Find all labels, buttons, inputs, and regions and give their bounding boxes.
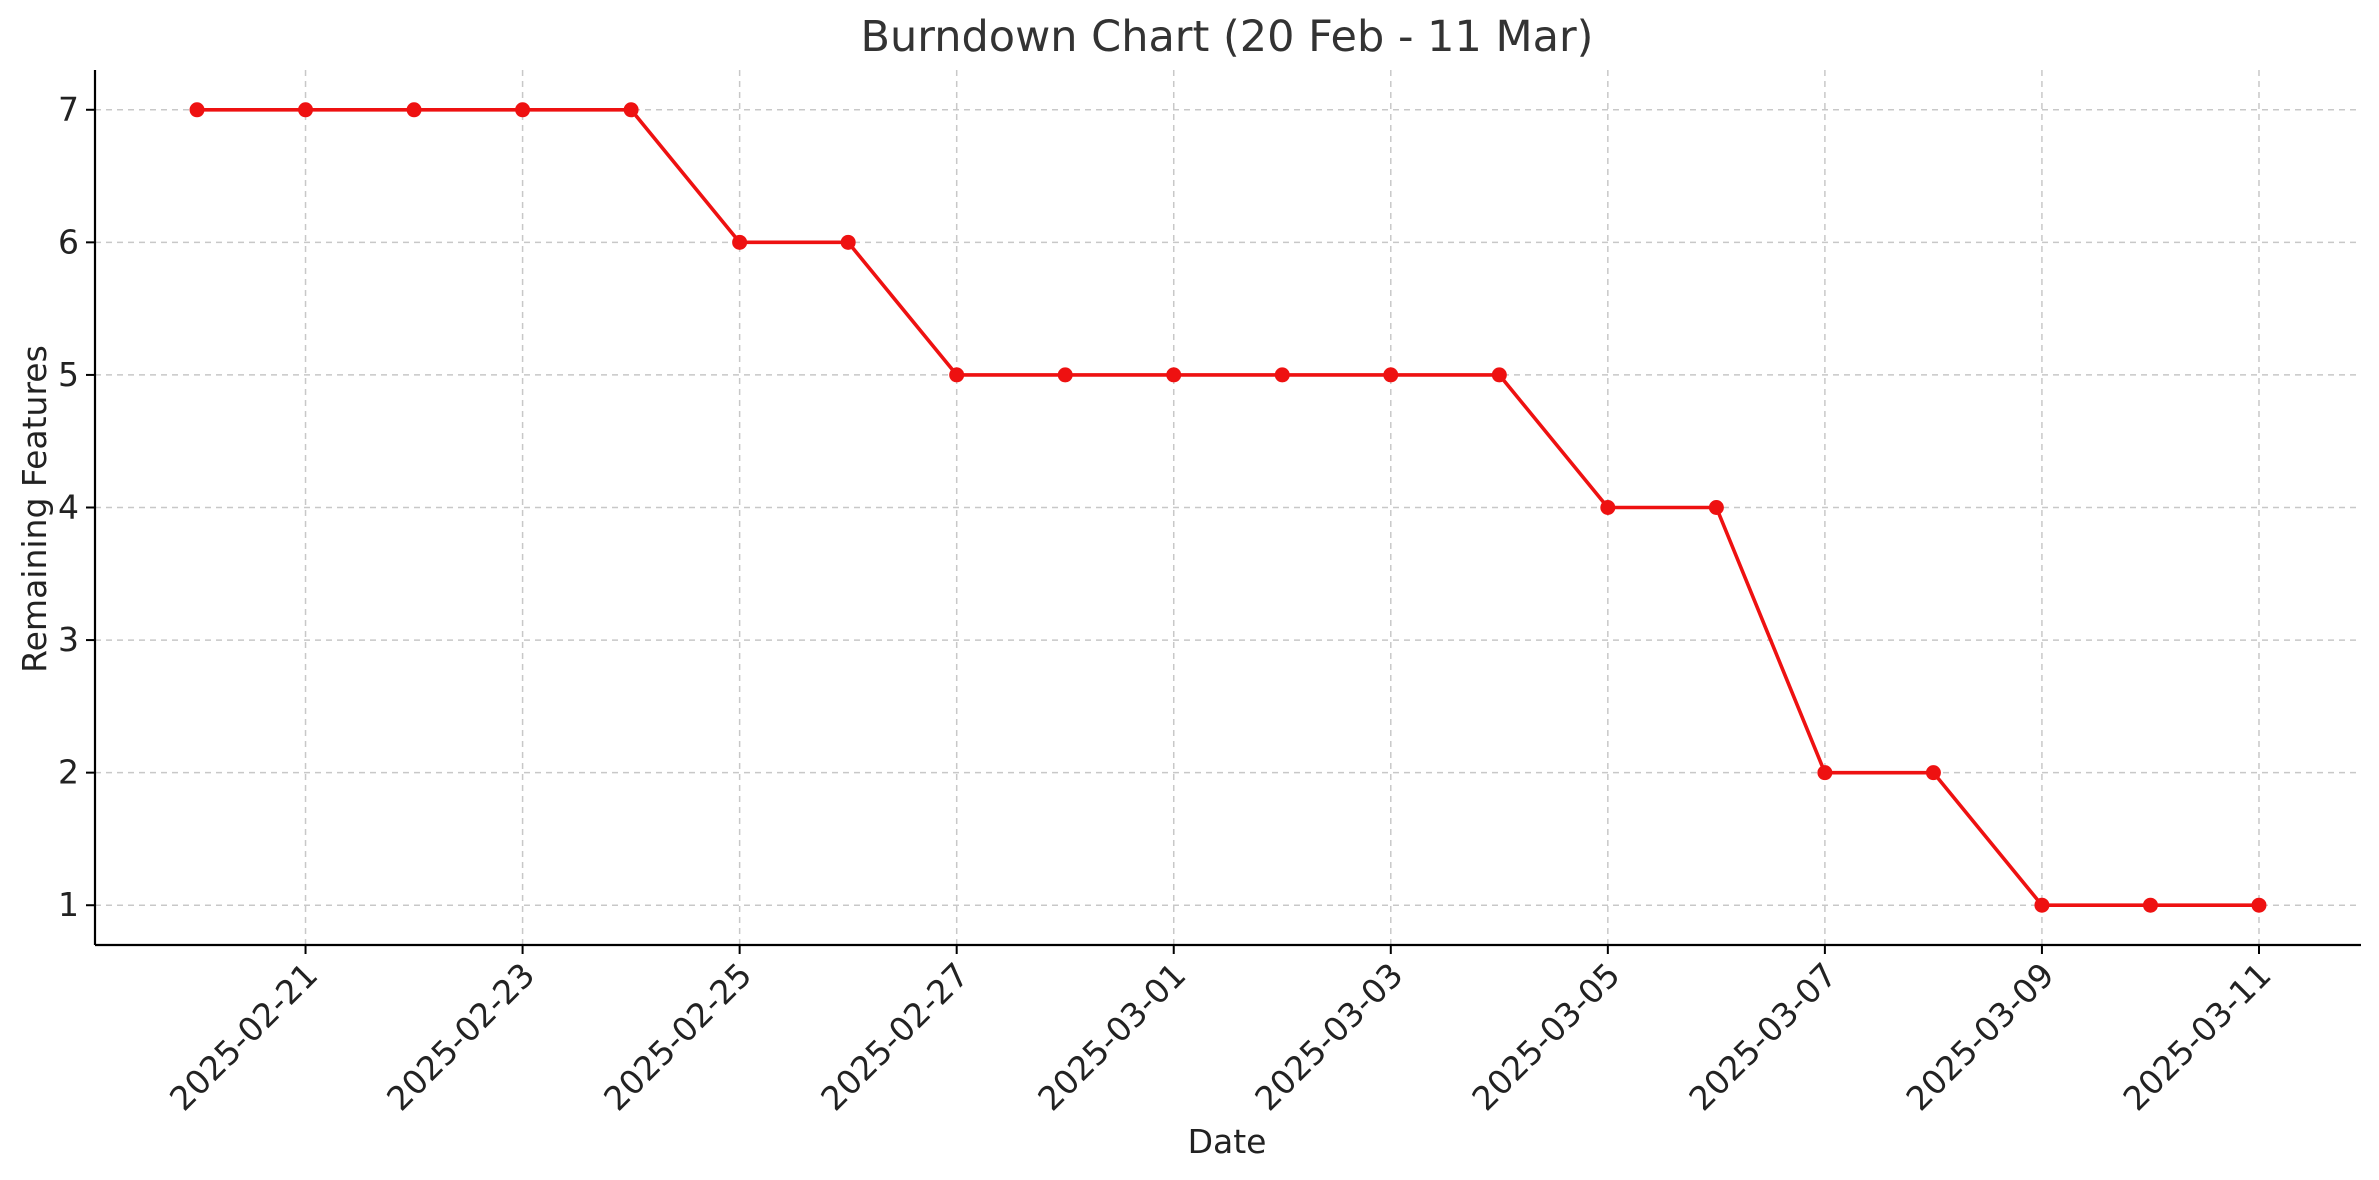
data-point xyxy=(2034,897,2050,913)
x-tick-label: 2025-02-21 xyxy=(162,955,325,1118)
data-point xyxy=(1817,765,1833,781)
data-point xyxy=(1057,367,1073,383)
data-point xyxy=(949,367,965,383)
x-tick-label: 2025-02-27 xyxy=(813,955,976,1118)
x-tick-label: 2025-03-01 xyxy=(1030,955,1193,1118)
grid xyxy=(95,70,2361,945)
x-tick-label: 2025-03-09 xyxy=(1898,955,2061,1118)
data-point xyxy=(1274,367,1290,383)
series xyxy=(189,102,2267,913)
y-tick-label: 4 xyxy=(58,488,79,527)
data-point xyxy=(623,102,639,118)
data-point xyxy=(1383,367,1399,383)
x-tick-label: 2025-03-11 xyxy=(2115,955,2278,1118)
y-tick-label: 7 xyxy=(58,90,79,129)
data-point xyxy=(2251,897,2267,913)
y-axis-ticks: 1 2 3 4 5 6 7 xyxy=(58,90,95,924)
data-point xyxy=(1166,367,1182,383)
series-line xyxy=(197,107,2259,908)
y-tick-label: 2 xyxy=(58,753,79,792)
data-point xyxy=(1708,500,1724,515)
data-point xyxy=(1491,367,1507,383)
data-point xyxy=(298,102,314,118)
chart-title: Burndown Chart (20 Feb - 11 Mar) xyxy=(861,12,1594,62)
x-axis-label: Date xyxy=(1188,1122,1267,1161)
data-point xyxy=(515,102,531,118)
y-tick-label: 5 xyxy=(58,355,79,394)
data-point xyxy=(1600,500,1616,515)
x-tick-label: 2025-02-23 xyxy=(379,955,542,1118)
data-point xyxy=(732,234,748,250)
data-point xyxy=(1925,765,1941,781)
data-point xyxy=(189,102,205,118)
data-point xyxy=(2142,897,2158,913)
data-point xyxy=(406,102,422,118)
x-tick-label: 2025-03-03 xyxy=(1247,955,1410,1118)
x-axis-ticks: 2025-02-21 2025-02-23 2025-02-25 2025-02-27… xyxy=(162,945,2279,1118)
y-tick-label: 3 xyxy=(58,620,79,659)
x-tick-label: 2025-02-25 xyxy=(596,955,759,1118)
x-tick-label: 2025-03-07 xyxy=(1681,955,1844,1118)
x-tick-label: 2025-03-05 xyxy=(1464,955,1627,1118)
y-tick-label: 6 xyxy=(58,222,79,261)
data-point xyxy=(840,234,856,250)
y-axis-label: Remaining Features xyxy=(15,345,54,673)
y-tick-label: 1 xyxy=(58,885,79,924)
